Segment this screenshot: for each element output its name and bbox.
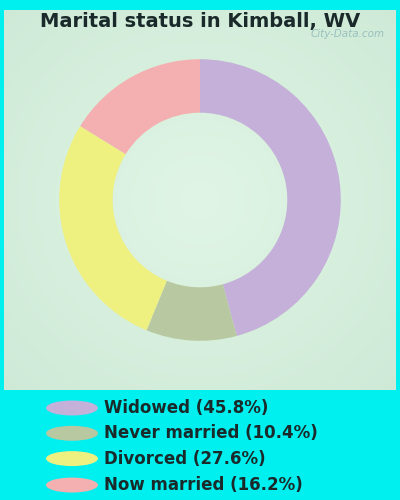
Text: Never married (10.4%): Never married (10.4%) bbox=[104, 424, 318, 442]
Wedge shape bbox=[146, 281, 237, 341]
Wedge shape bbox=[80, 59, 200, 154]
Text: City-Data.com: City-Data.com bbox=[310, 29, 384, 39]
Circle shape bbox=[46, 478, 98, 492]
Circle shape bbox=[46, 451, 98, 466]
Text: Marital status in Kimball, WV: Marital status in Kimball, WV bbox=[40, 12, 360, 32]
Text: Now married (16.2%): Now married (16.2%) bbox=[104, 476, 303, 494]
Text: Divorced (27.6%): Divorced (27.6%) bbox=[104, 450, 266, 468]
Wedge shape bbox=[59, 126, 167, 330]
Text: Widowed (45.8%): Widowed (45.8%) bbox=[104, 399, 268, 417]
Wedge shape bbox=[200, 59, 341, 336]
Circle shape bbox=[46, 400, 98, 415]
Circle shape bbox=[46, 426, 98, 441]
